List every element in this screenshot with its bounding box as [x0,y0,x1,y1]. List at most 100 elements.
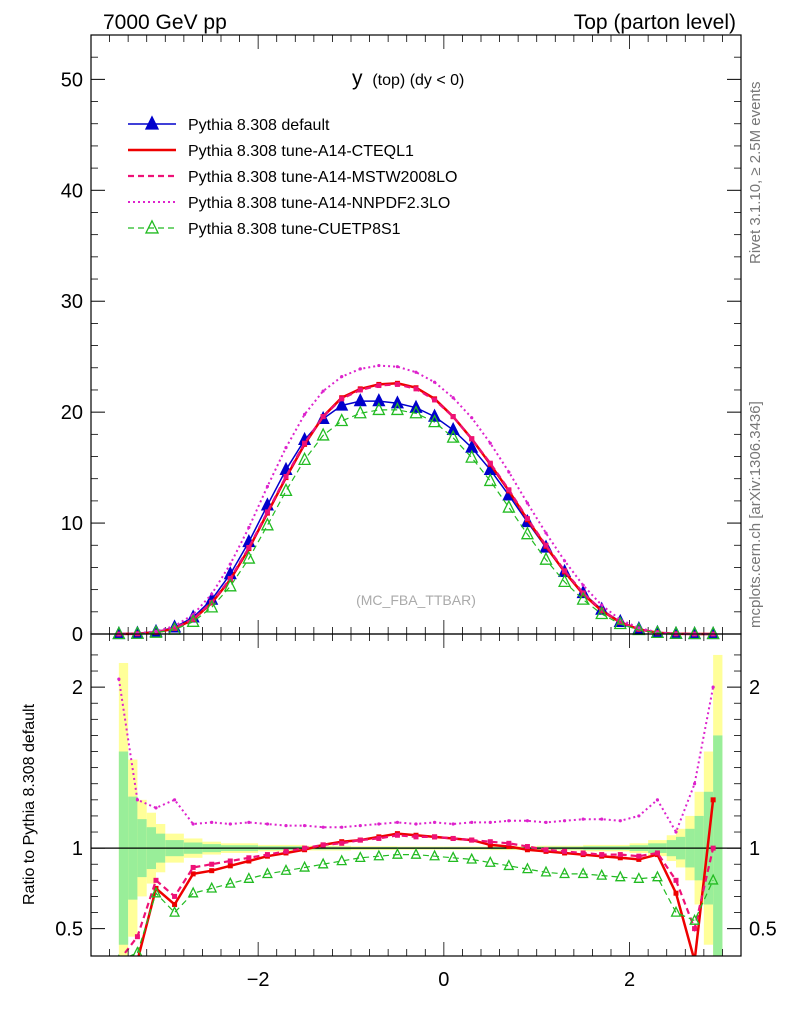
ratio-point [414,822,418,826]
data-point [595,606,609,620]
ratio-series-2 [121,832,716,956]
analysis-watermark: (MC_FBA_TTBAR) [356,592,476,608]
data-point [613,616,627,630]
data-point [320,414,326,420]
ratio-point [172,798,177,802]
data-point [260,517,274,531]
ratio-y-tick-label: 0.5 [55,919,83,941]
ratio-y-tick-label: 2 [72,677,83,699]
ratio-y-tick-label: 1 [72,838,83,860]
x-tick-label: −2 [247,969,270,991]
ratio-point [284,823,288,828]
plot-title: y (top) (dy < 0) [352,67,464,90]
ratio-line [128,853,714,956]
ratio-point [655,798,660,802]
x-tick-label: 2 [624,969,635,991]
ratio-point [654,850,660,856]
ratio-point [488,820,492,824]
legend: Pythia 8.308 default Pythia 8.308 tune-A1… [128,115,457,238]
ratio-point [394,832,400,838]
data-point [335,413,349,427]
data-point [450,414,456,420]
ratio-point [540,865,552,877]
ratio-point [600,817,604,821]
ratio-point [503,859,515,871]
data-point [650,624,664,639]
ratio-point [470,820,474,824]
data-point [358,367,362,371]
ratio-point [410,847,422,859]
data-point [394,381,400,387]
data-point [265,484,270,489]
ratio-point [117,954,120,956]
data-point [377,363,381,368]
uncertainty-band-inner [713,735,723,956]
ratio-point [117,677,121,681]
ratio-point [484,855,496,867]
ratio-point [562,848,568,854]
ratio-point [340,825,344,829]
data-point [432,397,438,403]
header-right: Top (parton level) [574,11,736,34]
ratio-point [692,926,698,932]
legend-label: Pythia 8.308 tune-A14-CTEQL1 [188,143,414,160]
data-point [149,624,163,638]
ratio-point [134,934,140,940]
ratio-point [466,852,478,864]
ratio-point [450,835,456,841]
ratio-point [580,850,586,856]
data-point [112,626,126,640]
data-point [539,551,553,565]
data-point [223,578,237,592]
data-point [544,531,548,535]
ratio-point [354,851,366,863]
ratio-point [172,893,178,899]
data-point [599,607,605,613]
data-point [353,405,367,419]
ratio-point [710,845,716,851]
data-point [316,427,330,441]
data-point [264,509,270,515]
x-tick-label: 0 [438,969,449,991]
data-point [562,559,567,563]
ratio-point [711,685,715,689]
data-point [190,616,196,622]
ratio-point [373,849,385,861]
ratio-point [674,830,678,834]
ratio-plot-frame [90,633,742,957]
ratio-point [506,840,512,846]
ratio-point [302,823,307,828]
series-4 [117,363,715,636]
ratio-point [636,856,642,862]
data-point [617,619,623,625]
header-left: 7000 GeV pp [103,11,227,34]
legend-label: Pythia 8.308 default [188,117,330,134]
data-point [340,375,344,379]
ratio-point [636,853,642,859]
data-point [395,365,400,369]
ratio-point [651,870,663,882]
ratio-point [673,877,679,883]
data-point [470,416,474,420]
ratio-point [618,819,622,823]
ratio-point [525,819,530,823]
data-point [525,501,530,505]
ratio-point [246,855,252,861]
ratio-line [117,678,715,835]
ratio-point [206,881,218,893]
ratio-point [302,845,308,851]
ratio-point [191,822,195,826]
data-point [228,562,232,566]
data-point [210,592,214,596]
data-point [600,603,604,607]
data-point [506,487,512,493]
ratio-point [670,905,682,917]
data-point [372,401,386,416]
data-point [488,441,492,445]
data-point [172,625,178,631]
data-point [487,460,493,466]
ratio-series-3 [117,677,715,835]
ratio-point [264,852,270,858]
data-point [465,449,479,463]
